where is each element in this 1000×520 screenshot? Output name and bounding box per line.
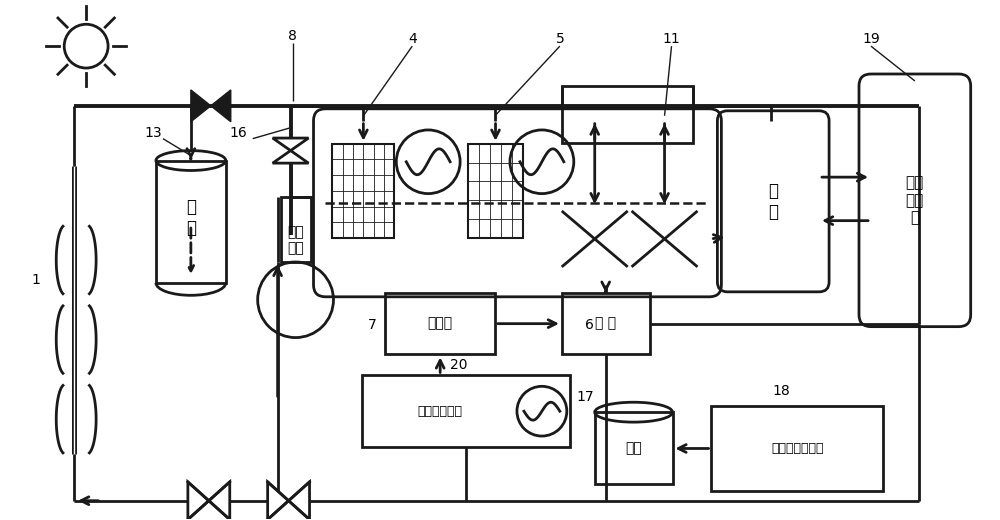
Text: 7: 7 xyxy=(368,318,377,332)
Polygon shape xyxy=(268,482,289,519)
Text: 4: 4 xyxy=(408,32,417,46)
Bar xyxy=(468,144,523,238)
Text: 6: 6 xyxy=(585,318,594,332)
Text: 16: 16 xyxy=(230,126,248,140)
Text: 储
热: 储 热 xyxy=(186,198,196,237)
Text: 冷
凝: 冷 凝 xyxy=(768,182,778,220)
Text: 18: 18 xyxy=(772,384,790,398)
Text: 生物质气发生器: 生物质气发生器 xyxy=(771,442,823,455)
Text: 13: 13 xyxy=(144,126,162,140)
Text: 19: 19 xyxy=(862,32,880,46)
Text: 溴化
锂空
调: 溴化 锂空 调 xyxy=(906,175,924,225)
Bar xyxy=(332,144,394,238)
Bar xyxy=(595,412,673,484)
Polygon shape xyxy=(273,138,309,151)
Text: 补 热: 补 热 xyxy=(595,317,616,331)
Text: 8: 8 xyxy=(288,29,297,43)
Polygon shape xyxy=(209,482,230,519)
Polygon shape xyxy=(191,90,211,122)
Text: 燃气
锅炉: 燃气 锅炉 xyxy=(287,225,304,255)
Text: 有机郎肯发电: 有机郎肯发电 xyxy=(418,405,463,418)
Bar xyxy=(362,375,570,447)
Bar xyxy=(385,293,495,355)
Polygon shape xyxy=(273,151,309,163)
Text: 换热器: 换热器 xyxy=(428,317,453,331)
Bar xyxy=(281,197,311,262)
Bar xyxy=(562,293,650,355)
Text: 1: 1 xyxy=(32,273,41,287)
Polygon shape xyxy=(289,482,310,519)
Polygon shape xyxy=(211,90,231,122)
Bar xyxy=(156,161,226,283)
Text: 17: 17 xyxy=(576,391,594,404)
Text: 11: 11 xyxy=(663,32,680,46)
Text: 储气: 储气 xyxy=(625,441,642,455)
Bar xyxy=(711,406,883,491)
Polygon shape xyxy=(188,482,209,519)
Text: 5: 5 xyxy=(555,32,564,46)
Bar xyxy=(562,86,693,142)
Text: 20: 20 xyxy=(450,358,468,372)
